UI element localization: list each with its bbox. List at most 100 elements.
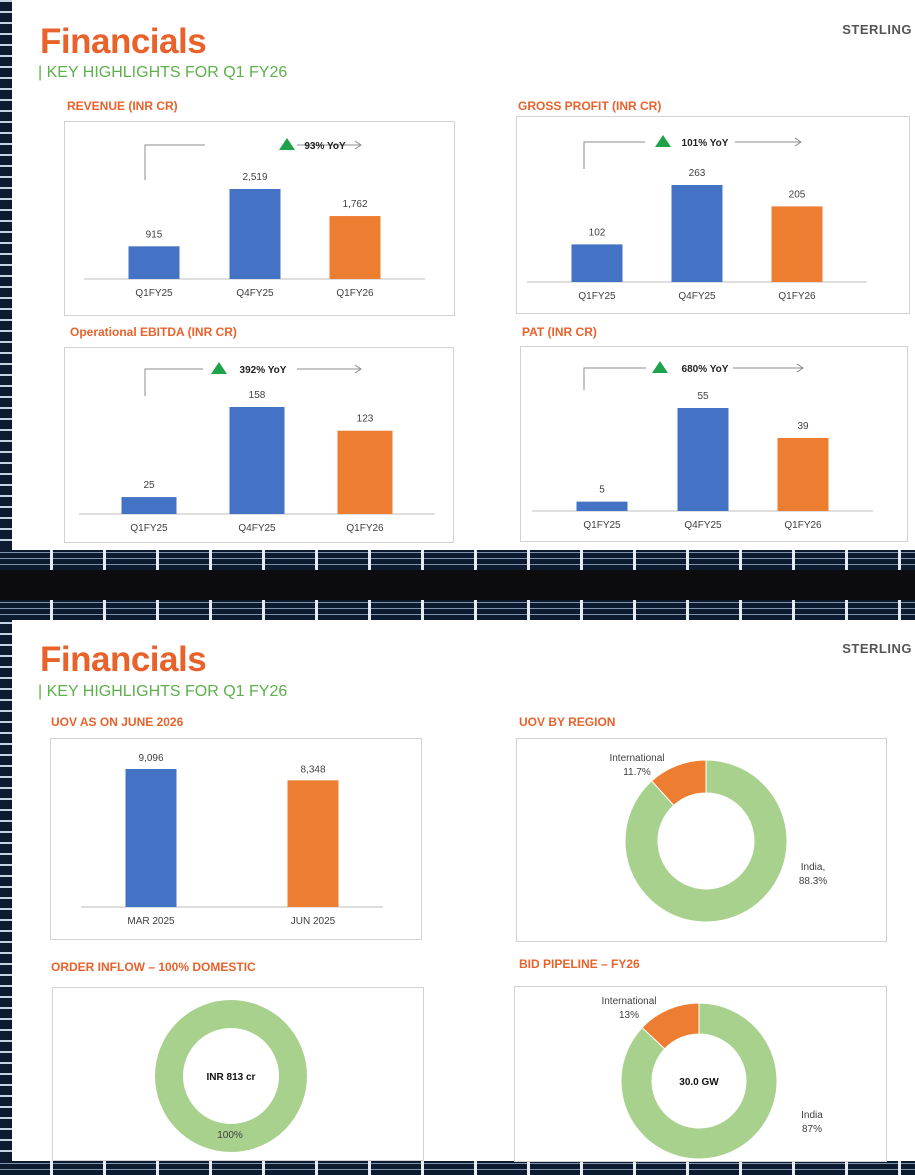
slide-financials-1: Financials | KEY HIGHLIGHTS FOR Q1 FY26 … [0,0,915,550]
slide-left-edge [0,0,12,550]
page-subtitle: | KEY HIGHLIGHTS FOR Q1 FY26 [38,64,288,81]
chart-order-inflow: 100% INR 813 cr [52,987,424,1161]
data-label: 205 [789,189,806,200]
slice-value-label: 13% [619,1010,639,1021]
tick-label: Q1FY25 [130,523,168,534]
up-triangle-icon [279,138,295,150]
chart-svg: 100% INR 813 cr [155,1000,307,1152]
chart-pat: 5 Q1FY25 55 Q4FY25 39 Q1FY26 680% YoY [520,346,908,542]
donut-slice-international [641,1002,700,1050]
data-label: 263 [689,168,706,179]
slice-value-label: 87% [802,1124,822,1135]
bar-jun-2025 [287,780,339,907]
chart-svg: 9,096 MAR 2025 8,348 JUN 2025 [81,753,383,927]
yoy-connector [583,367,646,390]
data-label: 55 [697,391,709,402]
chart-revenue: 915 Q1FY25 2,519 Q4FY25 1,762 Q1FY26 93% YoY [64,121,455,316]
slice-value-label: 11.7% [623,767,651,778]
yoy-annotation: 392% YoY [240,365,287,376]
slice-label: International [609,753,664,764]
tick-label: Q1FY25 [578,291,616,302]
tick-label: Q1FY26 [336,288,374,299]
chart-title-bid-pipeline: BID PIPELINE – FY26 [519,957,640,971]
page-title: Financials [40,640,207,679]
data-label: 39 [797,421,809,432]
yoy-annotation: 101% YoY [682,138,729,149]
chart-title-revenue: REVENUE (INR CR) [67,99,178,113]
slice-label: International [601,996,656,1007]
data-label: 102 [589,227,606,238]
tick-label: Q4FY25 [684,520,722,531]
chart-gross-profit: 102 Q1FY25 263 Q4FY25 205 Q1FY26 101% YoY [516,116,910,314]
yoy-connector [583,141,645,169]
bar-q1fy26 [329,216,381,279]
tick-label: Q1FY26 [778,291,816,302]
arrow-head-icon [794,137,802,147]
up-triangle-icon [211,362,227,374]
chart-title-order-inflow: ORDER INFLOW – 100% DOMESTIC [51,960,256,974]
bar-q4fy25 [671,185,723,282]
yoy-annotation: 93% YoY [304,141,346,152]
tick-label: Q1FY25 [583,520,621,531]
data-label: 5 [599,485,605,496]
donut-slice-domestic [155,1000,307,1152]
chart-uov: 9,096 MAR 2025 8,348 JUN 2025 [50,738,422,940]
arrow-head-icon [354,140,362,150]
data-label: 915 [146,229,163,240]
slice-label: India, [801,862,825,873]
bar-q4fy25 [229,407,285,514]
slice-value-label: 88.3% [799,876,827,887]
donut-center-label: INR 813 cr [207,1072,256,1083]
chart-ebitda: 25 Q1FY25 158 Q4FY25 123 Q1FY26 392% YoY [64,347,454,543]
chart-svg: International 11.7% India, 88.3% [609,753,827,923]
chart-title-ebitda: Operational EBITDA (INR CR) [70,325,237,339]
tick-label: Q4FY25 [236,288,274,299]
data-label: 25 [143,480,155,491]
chart-svg: 5 Q1FY25 55 Q4FY25 39 Q1FY26 680% YoY [532,361,873,531]
data-label: 123 [357,414,374,425]
chart-svg: 25 Q1FY25 158 Q4FY25 123 Q1FY26 392% YoY [79,362,435,534]
slide-gap [0,570,915,600]
tick-label: Q1FY25 [135,288,173,299]
slide-left-edge [0,620,12,1161]
tick-label: JUN 2025 [291,916,336,927]
bar-mar-2025 [125,769,177,907]
tick-label: Q1FY26 [346,523,384,534]
chart-title-gross-profit: GROSS PROFIT (INR CR) [518,99,662,113]
tick-label: Q4FY25 [678,291,716,302]
bar-q1fy25 [121,497,177,514]
chart-bid-pipeline: International 13% India 87% 30.0 GW [514,986,887,1162]
arrow-head-icon [354,364,362,374]
yoy-connector [144,144,205,180]
data-label: 158 [249,390,266,401]
brand-logo: STERLING [842,22,912,37]
tick-label: Q1FY26 [784,520,822,531]
solar-panel-band-2 [0,600,915,620]
bar-q1fy25 [128,246,180,279]
bar-q1fy26 [771,206,823,282]
yoy-annotation: 680% YoY [682,364,729,375]
slice-label: India [801,1110,823,1121]
bar-q4fy25 [229,189,281,279]
slide-financials-2: Financials | KEY HIGHLIGHTS FOR Q1 FY26 … [0,620,915,1162]
yoy-connector [144,368,203,396]
solar-panel-band-1 [0,550,915,570]
chart-title-uov-region: UOV BY REGION [519,715,616,729]
solar-panel-band-3 [0,1161,915,1175]
bar-q1fy25 [571,244,623,282]
donut-slice-international [650,759,707,807]
chart-svg: 102 Q1FY25 263 Q4FY25 205 Q1FY26 101% YoY [527,135,867,302]
up-triangle-icon [652,361,668,373]
data-label: 2,519 [242,172,267,183]
tick-label: Q4FY25 [238,523,276,534]
arrow-head-icon [796,363,804,373]
data-label: 1,762 [342,199,367,210]
up-triangle-icon [655,135,671,147]
chart-svg: 915 Q1FY25 2,519 Q4FY25 1,762 Q1FY26 93% YoY [84,138,425,299]
chart-uov-region: International 11.7% India, 88.3% [516,738,887,942]
donut-slice-india [620,1002,778,1160]
donut-center-label: 30.0 GW [679,1077,719,1088]
page-subtitle: | KEY HIGHLIGHTS FOR Q1 FY26 [38,683,288,700]
donut-slice-india [624,759,788,923]
data-label: 8,348 [300,764,325,775]
